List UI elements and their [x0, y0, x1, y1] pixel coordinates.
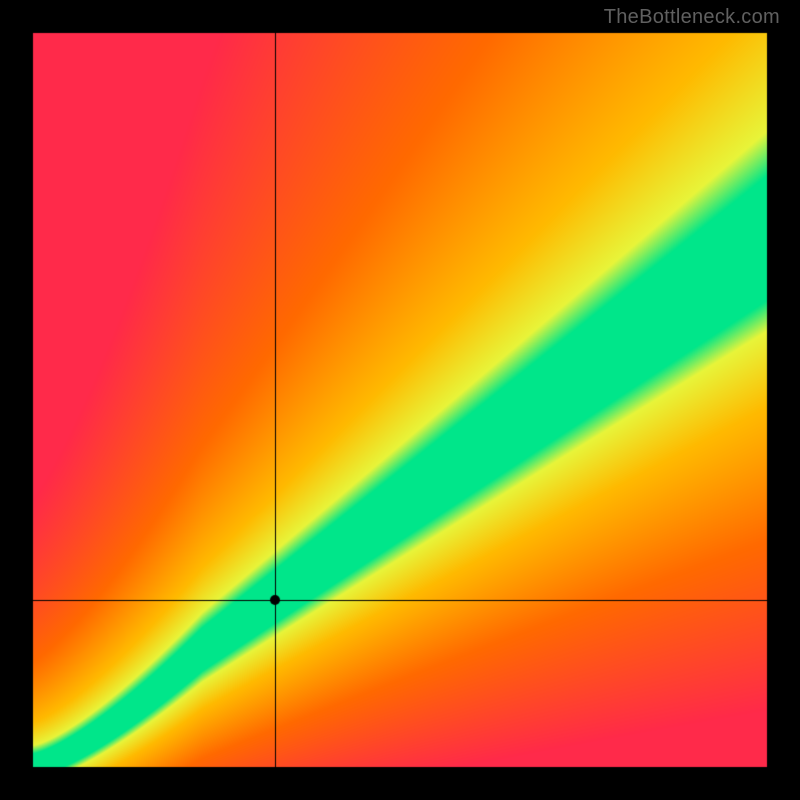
bottleneck-heatmap — [0, 0, 800, 800]
chart-container: TheBottleneck.com — [0, 0, 800, 800]
watermark-text: TheBottleneck.com — [604, 6, 780, 29]
